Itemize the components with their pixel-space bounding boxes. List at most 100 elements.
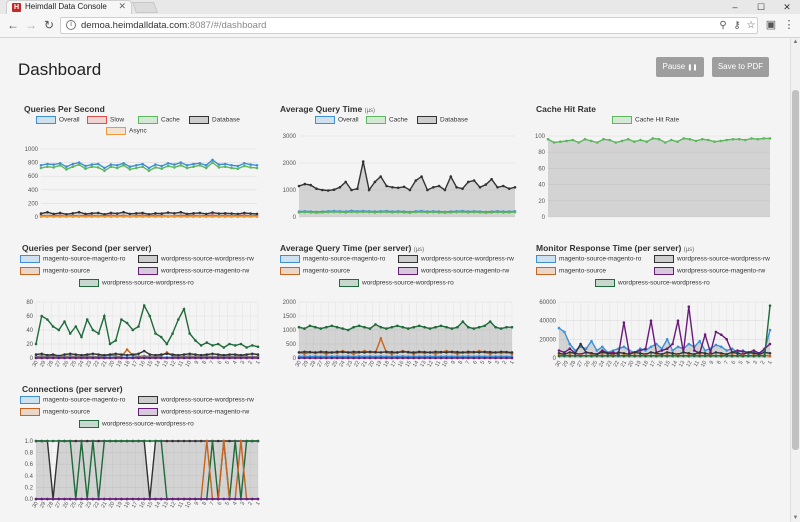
data-point-cache-hit-rate [639, 138, 642, 142]
scroll-down-icon[interactable]: ▼ [792, 515, 799, 521]
menu-dots-icon[interactable]: ⋮ [783, 19, 795, 31]
legend-item-cache[interactable]: Cache [366, 116, 408, 124]
data-point-wordpress-source-magento-rw [714, 330, 718, 334]
zoom-icon[interactable]: ⚲ [719, 20, 727, 31]
info-icon[interactable]: i [66, 20, 76, 30]
scrollbar-thumb[interactable] [792, 90, 799, 450]
x-tick-label: 6 [472, 360, 479, 366]
data-point-wordpress-source-magento-rw [477, 356, 481, 360]
address-bar[interactable]: i demoa.heimdalldata.com:8087/#/dashboar… [60, 17, 758, 34]
save-to-pdf-button[interactable]: Save to PDF [712, 57, 769, 77]
legend-label: magento-source-magento-ro [303, 255, 386, 263]
data-point-wordpress-source-wordpress-rw [568, 351, 572, 354]
x-tick-label: 5 [738, 360, 745, 366]
pause-button[interactable]: Pause ❚❚ [656, 57, 704, 77]
data-point-cache [198, 164, 202, 167]
data-point-magento-source-magento-ro [595, 349, 599, 352]
legend-item-wordpress-source-wordpress-ro[interactable]: wordpress-source-wordpress-ro [595, 279, 710, 287]
data-point-wordpress-source-wordpress-ro [182, 307, 186, 311]
tab-close-icon[interactable]: ✕ [118, 1, 126, 11]
legend-item-async[interactable]: Async [106, 127, 147, 135]
data-point-overall [65, 165, 68, 168]
legend-swatch [654, 255, 674, 263]
legend-item-magento-source[interactable]: magento-source [20, 408, 90, 416]
legend-item-wordpress-source-wordpress-rw[interactable]: wordpress-source-wordpress-rw [654, 255, 770, 263]
legend-item-magento-source-magento-ro[interactable]: magento-source-magento-ro [20, 255, 125, 263]
forward-arrow-icon[interactable]: → [25, 18, 37, 32]
back-arrow-icon[interactable]: ← [7, 18, 19, 32]
reload-icon[interactable]: ↻ [43, 18, 55, 32]
legend-label: wordpress-source-magento-rw [161, 267, 250, 275]
data-point-overall [192, 162, 195, 166]
legend-item-wordpress-source-wordpress-ro[interactable]: wordpress-source-wordpress-ro [339, 279, 454, 287]
heimdall-favicon-icon: H [12, 3, 21, 12]
y-tick-label: 0.2 [25, 485, 34, 491]
data-point-wordpress-source-magento-rw [494, 356, 497, 360]
window-close-icon[interactable]: ✕ [783, 2, 791, 12]
data-point-wordpress-source-wordpress-ro [757, 354, 761, 357]
browser-tab[interactable]: H Heimdall Data Console ✕ [6, 0, 132, 14]
data-point-overall [223, 162, 227, 166]
new-tab-button[interactable] [131, 2, 159, 13]
legend-item-slow[interactable]: Slow [87, 116, 124, 124]
data-point-database [179, 210, 183, 214]
y-tick-label: 0 [293, 215, 297, 221]
panel-queries-per-second: Queries Per Second Overall Slow Cache Databa… [24, 104, 264, 239]
legend-item-magento-source[interactable]: magento-source [280, 267, 350, 275]
legend-item-wordpress-source-magento-rw[interactable]: wordpress-source-magento-rw [138, 267, 249, 275]
legend-item-magento-source-magento-ro[interactable]: magento-source-magento-ro [280, 255, 385, 263]
legend-item-magento-source[interactable]: magento-source [536, 267, 606, 275]
data-point-wordpress-source-wordpress-rw [649, 351, 653, 354]
data-point-overall [147, 166, 151, 170]
x-tick-label: 27 [54, 360, 62, 368]
x-tick-label: 8 [201, 360, 208, 366]
data-point-wordpress-source-wordpress-rw [601, 351, 604, 354]
legend-item-wordpress-source-wordpress-ro[interactable]: wordpress-source-wordpress-ro [79, 420, 194, 428]
data-point-cache [461, 210, 464, 214]
data-point-wordpress-source-wordpress-rw [698, 351, 701, 354]
legend-item-database[interactable]: Database [189, 116, 240, 124]
legend-item-magento-source[interactable]: magento-source [20, 267, 90, 275]
legend-item-overall[interactable]: Overall [36, 116, 80, 124]
page-scrollbar[interactable]: ▲ ▼ [790, 38, 800, 522]
legend-item-magento-source-magento-ro[interactable]: magento-source-magento-ro [536, 255, 641, 263]
data-point-database [379, 175, 382, 178]
maximize-icon[interactable]: ☐ [756, 2, 766, 12]
legend-item-wordpress-source-wordpress-rw[interactable]: wordpress-source-wordpress-rw [138, 396, 254, 404]
key-icon[interactable]: ⚷ [733, 20, 741, 31]
data-point-wordpress-source-wordpress-rw [461, 351, 465, 354]
scroll-up-icon[interactable]: ▲ [792, 39, 799, 45]
data-point-wordpress-source-wordpress-rw [434, 350, 437, 354]
data-point-wordpress-source-magento-rw [40, 356, 43, 360]
legend-item-wordpress-source-wordpress-rw[interactable]: wordpress-source-wordpress-rw [398, 255, 514, 263]
data-point-wordpress-source-wordpress-ro [91, 328, 95, 332]
legend-swatch [366, 116, 386, 124]
bookmark-star-icon[interactable]: ☆ [746, 20, 756, 31]
legend-item-wordpress-source-wordpress-ro[interactable]: wordpress-source-wordpress-ro [79, 279, 194, 287]
data-point-wordpress-source-wordpress-rw [177, 439, 180, 443]
x-tick-label: 9 [194, 501, 201, 507]
legend-item-wordpress-source-wordpress-rw[interactable]: wordpress-source-wordpress-rw [138, 255, 254, 263]
extension-icon[interactable]: ▣ [765, 19, 777, 31]
legend-item-database[interactable]: Database [417, 116, 468, 124]
data-point-database [160, 212, 163, 215]
data-point-wordpress-source-wordpress-ro [314, 325, 317, 329]
x-tick-label: 14 [154, 360, 162, 368]
legend-item-cache[interactable]: Cache [138, 116, 180, 124]
legend-item-cache-hit-rate[interactable]: Cache Hit Rate [612, 116, 679, 124]
data-point-wordpress-source-wordpress-ro [423, 325, 426, 329]
x-tick-label: 22 [353, 360, 361, 368]
legend-item-wordpress-source-magento-rw[interactable]: wordpress-source-magento-rw [398, 267, 509, 275]
legend-item-overall[interactable]: Overall [315, 116, 359, 124]
legend-label: wordpress-source-wordpress-rw [161, 396, 254, 404]
x-tick-label: 27 [576, 360, 584, 368]
legend-item-wordpress-source-magento-rw[interactable]: wordpress-source-magento-rw [654, 267, 765, 275]
data-point-cache-hit-rate [725, 138, 729, 142]
data-point-database [478, 186, 482, 189]
legend-item-wordpress-source-magento-rw[interactable]: wordpress-source-magento-rw [138, 408, 249, 416]
data-point-cache [326, 210, 330, 214]
data-point-wordpress-source-magento-rw [687, 305, 691, 308]
data-point-cache-hit-rate [676, 140, 679, 143]
minimize-icon[interactable]: – [732, 2, 738, 12]
legend-item-magento-source-magento-ro[interactable]: magento-source-magento-ro [20, 396, 125, 404]
